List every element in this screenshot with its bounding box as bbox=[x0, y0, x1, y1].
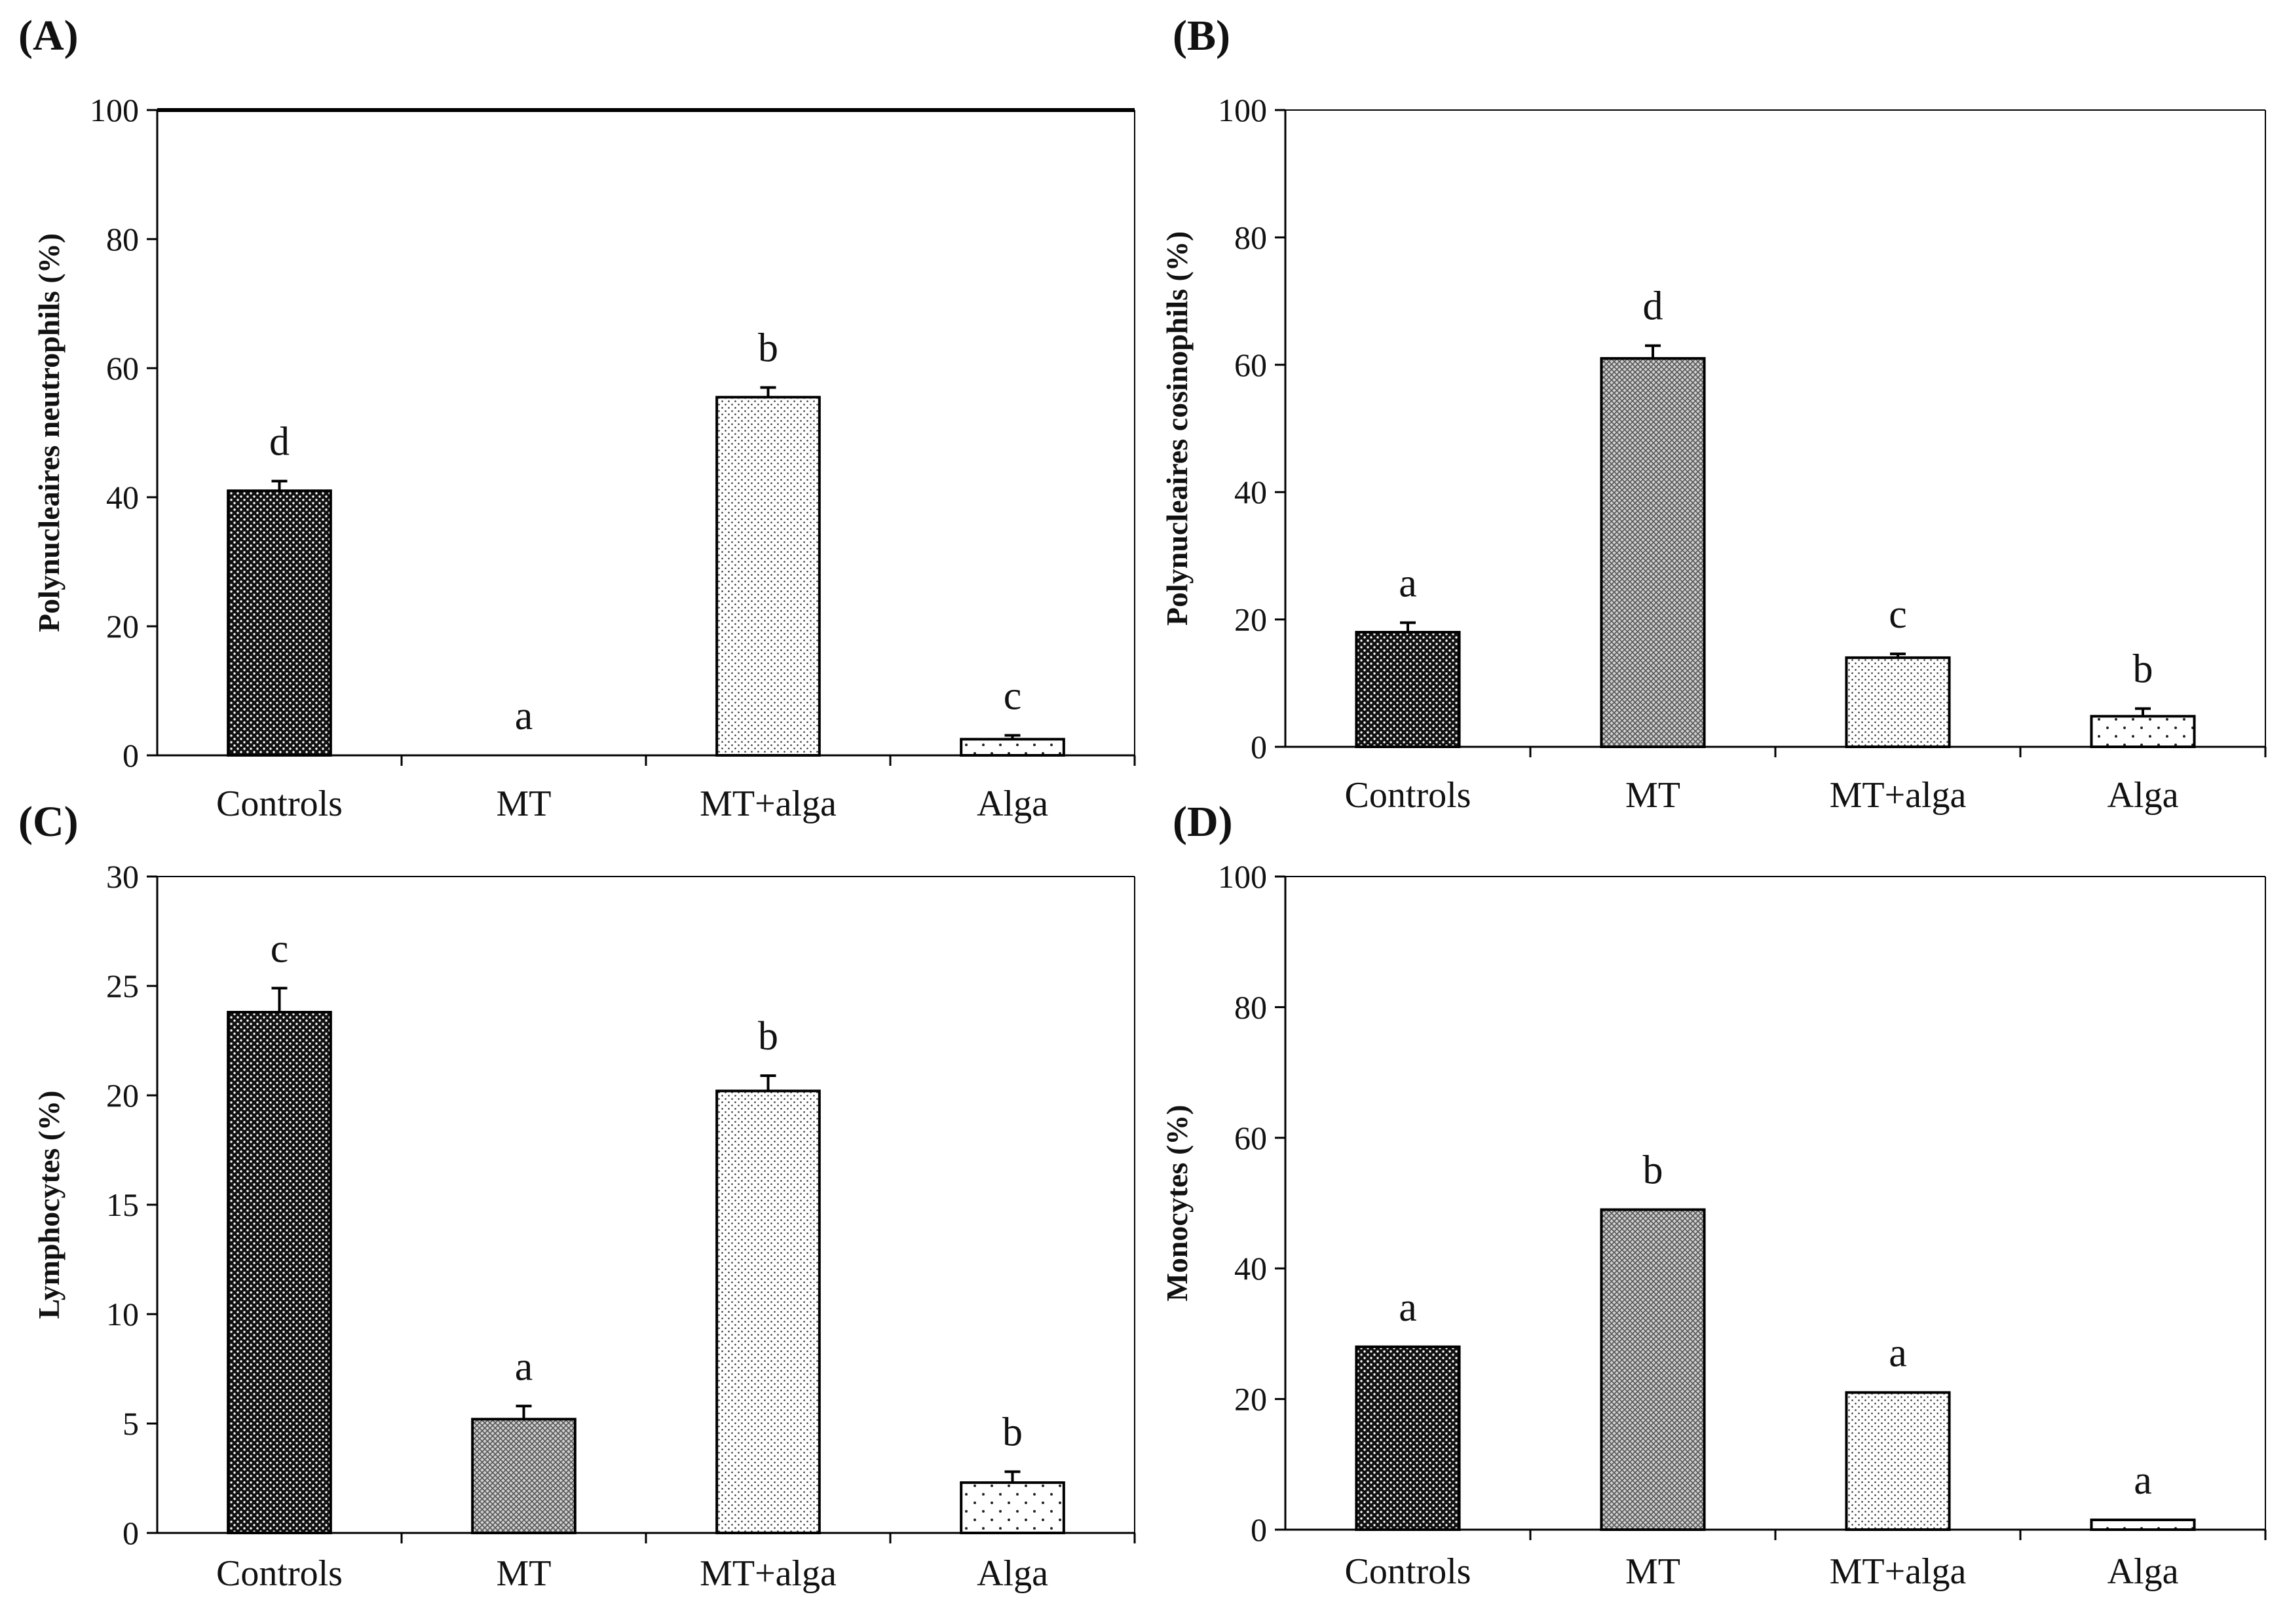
panel-b: (B) 0 20 40 60 80 100 Polynucleaires cosinophil… bbox=[1160, 12, 2267, 816]
y-tick-label: 40 bbox=[1234, 474, 1267, 510]
x-category-label: Controls bbox=[1345, 1551, 1471, 1592]
significance-letter: c bbox=[271, 926, 289, 971]
x-category-label: MT bbox=[1625, 1551, 1680, 1592]
x-category-label: MT+alga bbox=[1830, 1551, 1967, 1592]
bar bbox=[227, 1011, 332, 1534]
bar bbox=[715, 396, 821, 757]
bar bbox=[1355, 1345, 1461, 1532]
significance-letter: a bbox=[515, 694, 533, 738]
significance-letter: b bbox=[758, 326, 778, 371]
significance-letter: a bbox=[1399, 1285, 1417, 1330]
y-tick-label: 20 bbox=[106, 1077, 139, 1114]
significance-letter: a bbox=[515, 1344, 533, 1389]
bar bbox=[960, 738, 1065, 757]
panel-d: (D) 0 20 40 60 80 100 Monocytes (%) a Controls b MT… bbox=[1160, 798, 2267, 1592]
significance-letter: b bbox=[1643, 1148, 1663, 1192]
significance-letter: a bbox=[2134, 1458, 2152, 1503]
y-tick-label: 100 bbox=[1218, 92, 1267, 128]
bar bbox=[960, 1481, 1065, 1534]
y-tick-label: 60 bbox=[1234, 347, 1267, 383]
y-tick-label: 40 bbox=[106, 479, 139, 516]
significance-letter: d bbox=[1643, 284, 1663, 329]
y-tick-label: 10 bbox=[106, 1296, 139, 1332]
bar bbox=[1845, 656, 1951, 748]
panel-label: (B) bbox=[1173, 12, 1230, 60]
bar bbox=[471, 1418, 576, 1535]
significance-letter: a bbox=[1889, 1331, 1907, 1376]
x-category-label: Alga bbox=[977, 1553, 1048, 1594]
x-category-label: MT+alga bbox=[700, 1553, 837, 1594]
y-tick-label: 0 bbox=[123, 737, 139, 774]
x-category-label: MT bbox=[1625, 775, 1680, 816]
x-category-label: Alga bbox=[2107, 1551, 2179, 1592]
y-tick-label: 25 bbox=[106, 968, 139, 1004]
y-tick-label: 40 bbox=[1234, 1250, 1267, 1287]
bar bbox=[1845, 1391, 1951, 1531]
y-tick-label: 20 bbox=[1234, 601, 1267, 638]
panel-label: (D) bbox=[1173, 798, 1233, 846]
panel-a: (A) 0 20 40 60 80 100 Polynucleaires neutrophil… bbox=[18, 12, 1136, 824]
x-category-label: MT bbox=[497, 1553, 552, 1594]
y-axis-title: Polynucleaires cosinophils (%) bbox=[1160, 231, 1194, 626]
bar bbox=[715, 1089, 821, 1534]
y-axis-title: Lymphocytes (%) bbox=[32, 1091, 66, 1319]
y-tick-label: 30 bbox=[106, 858, 139, 895]
x-category-label: MT bbox=[497, 784, 552, 824]
y-tick-label: 60 bbox=[106, 350, 139, 387]
bar bbox=[1600, 357, 1706, 748]
y-tick-label: 0 bbox=[1251, 1511, 1267, 1548]
significance-letter: b bbox=[1002, 1410, 1023, 1454]
x-category-label: MT+alga bbox=[700, 784, 837, 824]
x-category-label: Controls bbox=[216, 784, 343, 824]
y-tick-label: 80 bbox=[1234, 219, 1267, 255]
bar bbox=[1355, 631, 1461, 748]
significance-letter: b bbox=[758, 1014, 778, 1059]
x-category-label: Alga bbox=[2107, 775, 2179, 816]
y-axis-title: Polynucleaires neutrophils (%) bbox=[32, 233, 66, 632]
y-tick-label: 100 bbox=[90, 92, 139, 128]
x-category-label: Controls bbox=[1345, 775, 1471, 816]
x-category-label: Controls bbox=[216, 1553, 343, 1594]
y-tick-label: 60 bbox=[1234, 1120, 1267, 1156]
y-tick-label: 80 bbox=[106, 221, 139, 257]
y-axis-title: Monocytes (%) bbox=[1160, 1105, 1194, 1301]
y-tick-label: 0 bbox=[1251, 728, 1267, 765]
y-tick-label: 100 bbox=[1218, 858, 1267, 895]
y-tick-label: 0 bbox=[123, 1515, 139, 1551]
significance-letter: a bbox=[1399, 561, 1417, 605]
x-category-label: MT+alga bbox=[1830, 775, 1967, 816]
y-tick-label: 80 bbox=[1234, 989, 1267, 1025]
bar bbox=[227, 489, 332, 757]
bar bbox=[2090, 1519, 2196, 1531]
y-tick-label: 15 bbox=[106, 1186, 139, 1223]
y-tick-label: 5 bbox=[123, 1405, 139, 1442]
bar bbox=[2090, 715, 2196, 748]
panel-label: (C) bbox=[18, 798, 79, 846]
panel-label: (A) bbox=[18, 12, 79, 60]
y-tick-label: 20 bbox=[1234, 1381, 1267, 1418]
y-tick-label: 20 bbox=[106, 608, 139, 645]
x-category-label: Alga bbox=[977, 784, 1048, 824]
significance-letter: c bbox=[1889, 592, 1907, 637]
bar bbox=[1600, 1208, 1706, 1531]
significance-letter: d bbox=[269, 419, 290, 464]
panel-c: (C) 0 5 10 15 20 25 30 Lymphocytes (%) c Controls a… bbox=[18, 798, 1136, 1594]
significance-letter: b bbox=[2133, 647, 2153, 692]
significance-letter: c bbox=[1004, 673, 1022, 718]
